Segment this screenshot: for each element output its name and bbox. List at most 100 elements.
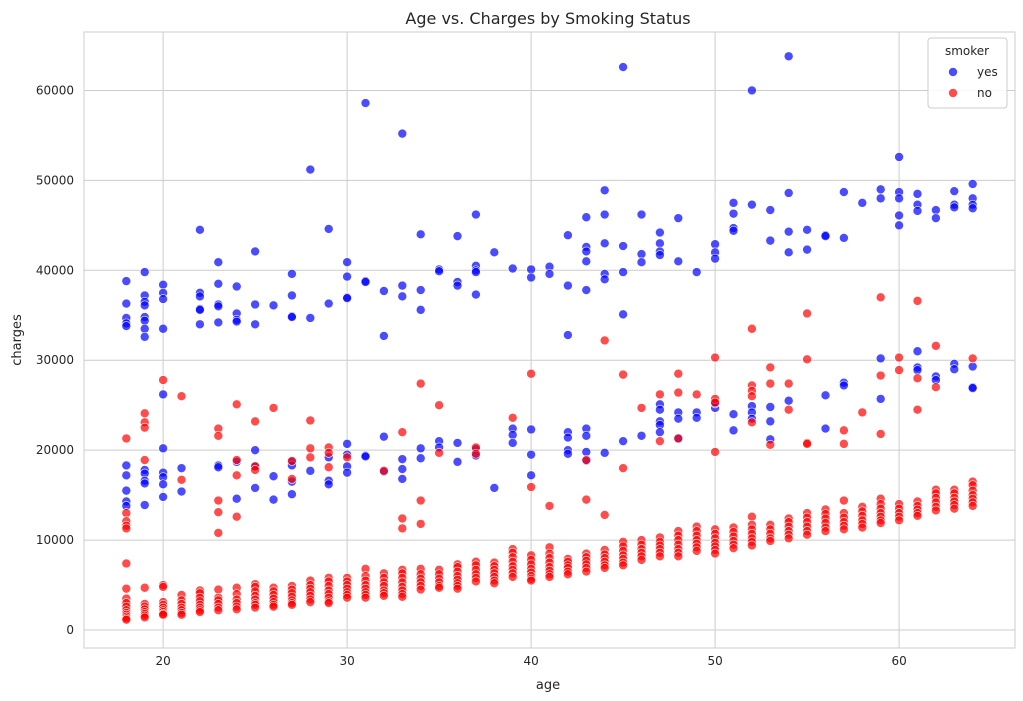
point-yes: [452, 438, 463, 448]
point-yes: [250, 319, 260, 330]
point-no: [747, 511, 757, 522]
point-yes: [158, 492, 168, 502]
point-no: [139, 422, 150, 433]
point-yes: [452, 231, 463, 241]
point-no: [231, 399, 242, 410]
point-yes: [618, 436, 628, 446]
point-yes: [655, 250, 665, 260]
point-no: [471, 448, 481, 459]
point-yes: [139, 323, 150, 334]
series-no: [121, 292, 978, 625]
point-yes: [250, 483, 260, 493]
point-yes: [158, 294, 168, 304]
point-yes: [691, 267, 702, 277]
point-no: [158, 609, 168, 620]
point-no: [599, 510, 610, 520]
point-no: [121, 523, 132, 534]
point-yes: [783, 395, 794, 406]
point-yes: [967, 361, 978, 372]
y-tick-label: 20000: [36, 443, 74, 457]
point-no: [323, 448, 334, 458]
point-yes: [783, 188, 794, 198]
point-no: [213, 507, 224, 518]
point-no: [581, 566, 592, 577]
point-no: [213, 495, 224, 506]
legend-marker-no: [948, 88, 958, 98]
point-no: [305, 443, 316, 454]
point-yes: [305, 313, 316, 323]
point-no: [526, 482, 536, 492]
point-yes: [728, 198, 739, 208]
y-tick-label: 30000: [36, 353, 74, 367]
point-no: [121, 558, 132, 569]
point-yes: [397, 474, 408, 484]
point-yes: [912, 365, 923, 375]
point-yes: [599, 274, 610, 285]
point-yes: [581, 285, 592, 295]
point-no: [875, 429, 886, 439]
point-no: [213, 430, 224, 441]
x-tick-label: 60: [891, 654, 906, 668]
point-yes: [158, 479, 168, 490]
point-no: [783, 378, 794, 389]
point-no: [765, 362, 776, 373]
point-yes: [139, 332, 150, 342]
point-yes: [875, 353, 886, 364]
point-no: [121, 433, 132, 444]
point-yes: [415, 229, 426, 240]
point-yes: [765, 416, 776, 427]
point-yes: [894, 193, 904, 204]
point-no: [875, 370, 886, 381]
point-yes: [195, 305, 205, 315]
point-no: [342, 452, 352, 463]
point-yes: [434, 266, 444, 277]
point-yes: [213, 301, 224, 312]
point-no: [323, 462, 334, 473]
point-yes: [379, 331, 389, 341]
chart-title: Age vs. Charges by Smoking Status: [405, 9, 690, 28]
point-yes: [563, 448, 573, 459]
point-no: [213, 584, 224, 595]
point-no: [231, 470, 242, 481]
point-yes: [949, 202, 960, 213]
point-no: [728, 543, 739, 553]
point-yes: [121, 321, 132, 331]
point-no: [471, 576, 481, 587]
point-yes: [342, 293, 352, 303]
point-no: [710, 548, 720, 559]
y-tick-label: 40000: [36, 263, 74, 277]
point-no: [673, 368, 684, 379]
point-no: [710, 397, 720, 408]
point-no: [599, 563, 610, 573]
point-no: [710, 447, 720, 457]
y-tick-label: 60000: [36, 83, 74, 97]
point-yes: [967, 383, 978, 393]
point-no: [489, 578, 500, 589]
point-yes: [305, 466, 316, 476]
y-axis-ticks: 0 10000 20000 30000 40000 50000 60000: [36, 83, 74, 637]
point-no: [802, 439, 812, 449]
point-no: [287, 474, 297, 484]
point-yes: [342, 467, 352, 478]
point-yes: [360, 451, 371, 462]
x-tick-label: 40: [523, 654, 538, 668]
point-no: [931, 505, 941, 516]
legend-box: [927, 37, 1008, 109]
point-yes: [287, 312, 297, 322]
point-yes: [894, 220, 904, 231]
point-yes: [618, 309, 628, 320]
point-yes: [783, 226, 794, 237]
point-no: [912, 373, 923, 384]
point-no: [323, 598, 334, 608]
point-no: [912, 511, 923, 521]
point-yes: [195, 291, 205, 302]
point-yes: [802, 244, 812, 255]
point-yes: [581, 447, 592, 457]
point-yes: [397, 280, 408, 291]
point-yes: [563, 330, 573, 340]
point-yes: [655, 238, 665, 249]
point-yes: [563, 432, 573, 443]
point-no: [139, 408, 150, 419]
point-yes: [618, 267, 628, 277]
point-no: [507, 572, 518, 582]
